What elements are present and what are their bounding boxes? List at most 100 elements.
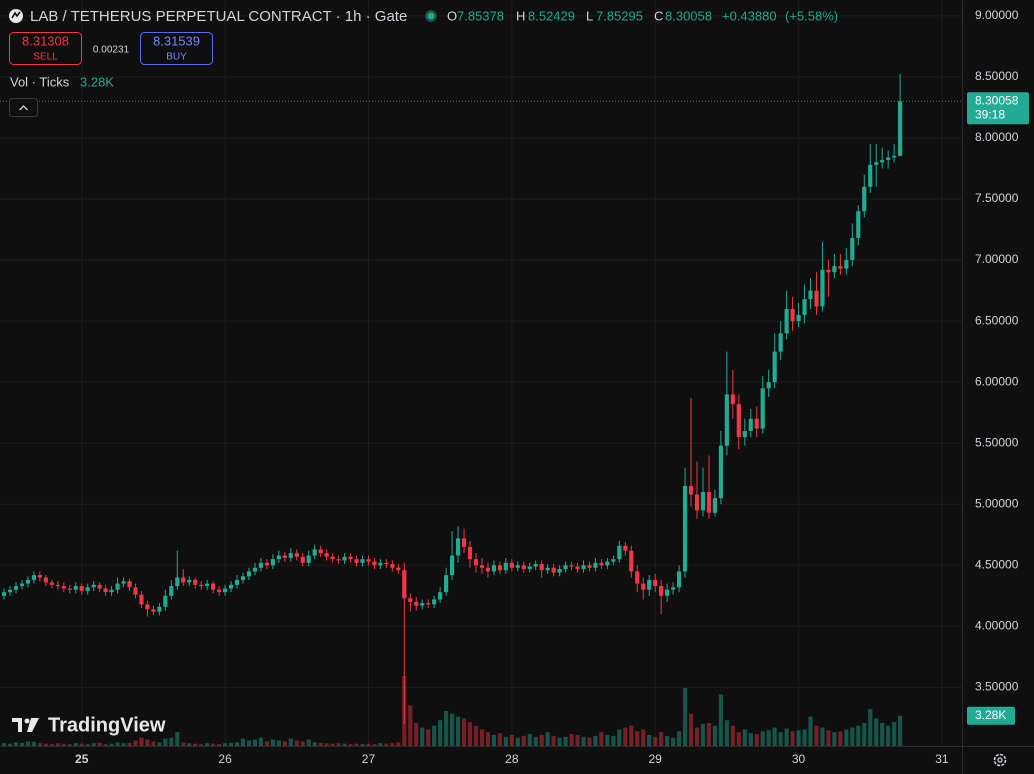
candle-body xyxy=(665,589,670,596)
sell-button[interactable] xyxy=(9,32,82,65)
candle-body xyxy=(354,559,359,563)
candle-body xyxy=(593,562,598,568)
volume-bar xyxy=(551,735,556,746)
volume-bar xyxy=(246,740,252,746)
candle-body xyxy=(288,553,293,558)
volume-bar xyxy=(473,725,479,746)
candle-body xyxy=(694,494,700,511)
volume-bar xyxy=(157,742,162,746)
volume-bar xyxy=(653,736,658,746)
candle-body xyxy=(455,538,461,556)
volume-bar xyxy=(55,743,60,746)
candle-body xyxy=(55,584,60,587)
candle-body xyxy=(73,586,78,590)
volume-bar xyxy=(133,740,138,746)
candle-body xyxy=(25,579,31,584)
volume-bar xyxy=(169,737,174,746)
volume-bar xyxy=(139,737,144,746)
candle-body xyxy=(557,568,562,573)
volume-bar xyxy=(772,727,777,746)
candle-body xyxy=(276,555,281,560)
volume-bar xyxy=(826,730,831,746)
volume-bar xyxy=(348,744,353,746)
candle-body xyxy=(19,583,25,587)
candle-body xyxy=(802,299,807,316)
candle-body xyxy=(892,155,897,158)
x-tick-label: 28 xyxy=(505,752,519,766)
candle-body xyxy=(318,549,323,554)
volume-bar xyxy=(736,732,741,746)
volume-bar xyxy=(211,743,216,746)
volume-bar xyxy=(151,741,156,746)
volume-bar xyxy=(19,742,25,746)
candle-body xyxy=(766,382,771,389)
settings-button[interactable] xyxy=(993,753,1007,767)
candle-body xyxy=(306,555,311,563)
candle-body xyxy=(330,556,335,560)
candle-body xyxy=(222,588,228,593)
candle-body xyxy=(43,577,48,583)
candle-body xyxy=(109,589,114,593)
symbol-icon xyxy=(9,9,23,23)
volume-bar xyxy=(682,687,688,746)
candle-body xyxy=(258,562,264,568)
volume-bar xyxy=(282,741,287,746)
x-tick-label: 25 xyxy=(75,752,89,766)
y-tick-label: 3.50000 xyxy=(975,680,1019,694)
candle-body xyxy=(653,579,658,587)
volume-bar xyxy=(605,734,610,746)
change: +0.43880 xyxy=(722,8,777,23)
candle-body xyxy=(408,598,413,602)
candle-body xyxy=(473,559,479,566)
y-tick-label: 9.00000 xyxy=(975,8,1019,22)
volume-bar xyxy=(258,737,264,746)
volume-bar xyxy=(748,733,753,746)
candle-body xyxy=(880,159,885,163)
volume-bar xyxy=(366,743,371,746)
volume-bar xyxy=(13,742,19,746)
volume-bar xyxy=(306,739,311,746)
candle-body xyxy=(641,583,646,590)
volume-indicator-title[interactable]: Vol · Ticks xyxy=(10,74,70,89)
candle-body xyxy=(611,559,616,562)
volume-bar xyxy=(623,727,628,746)
collapse-button[interactable] xyxy=(9,98,38,117)
volume-bar xyxy=(360,744,365,746)
candle-body xyxy=(527,566,532,569)
candle-body xyxy=(13,586,19,590)
candle-body xyxy=(868,164,873,187)
candle-body xyxy=(426,603,431,605)
y-tick-label: 4.50000 xyxy=(975,557,1019,571)
candle-body xyxy=(497,565,502,571)
candle-body xyxy=(187,579,192,583)
candle-body xyxy=(163,595,168,607)
volume-bar xyxy=(109,743,114,746)
volume-bar xyxy=(545,732,550,746)
volume-bar xyxy=(635,731,640,746)
axis-overlay: 25 26 27 28 29 30 31 3.50000 4.00000 4.50000 5.000… xyxy=(75,8,1029,766)
change-percent: (+5.58%) xyxy=(785,8,838,23)
candle-body xyxy=(420,603,425,606)
candle-body xyxy=(324,553,329,557)
volume-bar xyxy=(617,729,622,746)
buy-button[interactable] xyxy=(140,32,213,65)
volume-bar xyxy=(587,737,592,746)
volume-bar xyxy=(868,709,873,746)
volume-bar xyxy=(420,727,425,746)
volume-bar xyxy=(629,725,634,746)
candle-body xyxy=(515,565,520,568)
candle-body xyxy=(856,211,861,239)
candle-body xyxy=(444,575,449,593)
ohlc-label: L xyxy=(586,8,593,23)
market-status-dot xyxy=(427,12,435,20)
volume-bar xyxy=(694,727,700,746)
candle-body xyxy=(252,567,258,572)
candle-body xyxy=(461,538,467,547)
candle-body xyxy=(264,562,269,566)
candle-body xyxy=(396,567,401,571)
chart-title[interactable]: LAB / TETHERUS PERPETUAL CONTRACT · 1h ·… xyxy=(30,8,407,25)
volume-bar xyxy=(187,743,192,746)
candle-body xyxy=(61,586,66,589)
candle-body xyxy=(378,562,383,566)
